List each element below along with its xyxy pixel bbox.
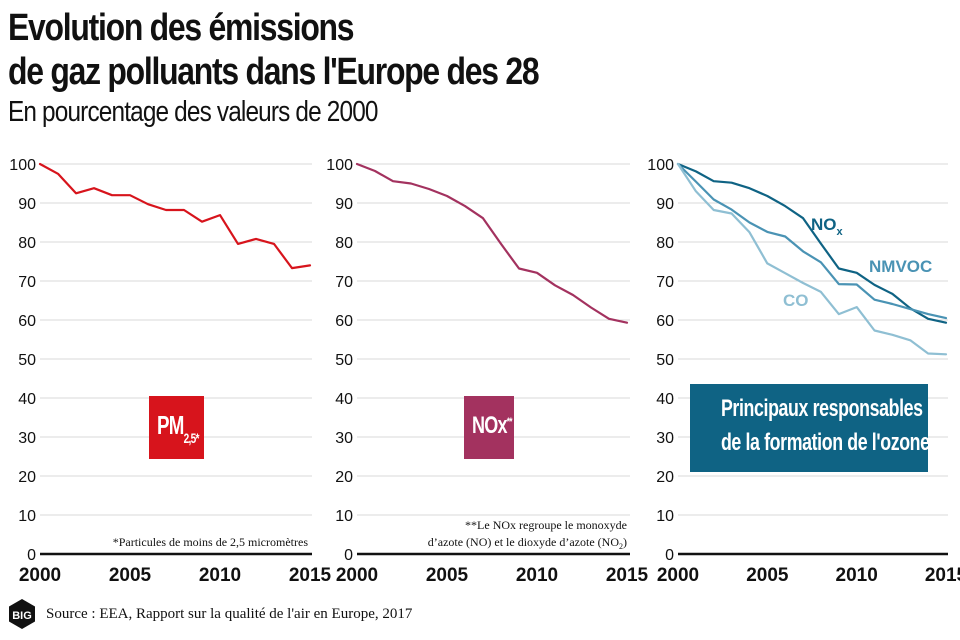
y-tick-label: 100 — [326, 157, 353, 174]
panel-ozone-precursors: 0 10 20 30 40 50 60 70 80 90 100 2000 2005 2010 2015 — [647, 157, 960, 586]
nox-footnote-line-2: d’azote (NO) et le dioxyde d’azote (NO2) — [428, 535, 627, 551]
series-label-nmvoc: NMVOC — [869, 257, 932, 276]
y-tick-label: 40 — [18, 391, 36, 408]
pm25-label: PM — [157, 410, 184, 440]
x-tick-label: 2015 — [925, 565, 960, 586]
y-tick-label: 50 — [335, 352, 353, 369]
y-tick-label: 30 — [656, 430, 674, 447]
pm25-label-box: PM2,5* — [149, 396, 204, 459]
nox-label-box: NOx** — [464, 396, 514, 459]
x-tick-label: 2010 — [836, 565, 878, 586]
y-tick-label: 80 — [335, 235, 353, 252]
y-tick-label: 70 — [656, 274, 674, 291]
y-tick-label: 60 — [335, 313, 353, 330]
y-tick-label: 80 — [18, 235, 36, 252]
y-tick-label: 90 — [18, 196, 36, 213]
x-tick-label: 2005 — [746, 565, 789, 586]
nox-label: NOx — [472, 412, 508, 439]
ozone-label-line-1: Principaux responsables — [720, 395, 923, 422]
ozone-label-box: Principaux responsables de la formation … — [690, 384, 930, 472]
y-tick-label: 90 — [656, 196, 674, 213]
y-tick-label: 20 — [18, 469, 36, 486]
series-line-1-0 — [355, 162, 629, 324]
y-tick-label: 80 — [656, 235, 674, 252]
y-tick-label: 100 — [9, 157, 36, 174]
y-tick-label: 40 — [335, 391, 353, 408]
x-tick-label: 2000 — [19, 565, 61, 586]
series-line-2-0 — [676, 162, 948, 324]
series-label-nox-main: NO — [811, 215, 837, 234]
y-tick-label: 10 — [656, 508, 674, 525]
x-tick-label: 2000 — [336, 565, 378, 586]
y-tick-label: 60 — [656, 313, 674, 330]
big-logo-text: BIG — [12, 610, 32, 622]
y-tick-label: 70 — [18, 274, 36, 291]
nox-footnote-text: d’azote (NO) et le dioxyde d’azote (NO — [428, 535, 620, 549]
pm25-label-sub: 2,5* — [183, 430, 200, 446]
y-tick-label: 100 — [647, 157, 674, 174]
title-line-2: de gaz polluants dans l'Europe des 28 — [8, 51, 540, 93]
y-tick-label: 30 — [18, 430, 36, 447]
x-tick-label: 2010 — [199, 565, 241, 586]
y-tick-label: 10 — [335, 508, 353, 525]
nox-label-sub: ** — [506, 416, 513, 428]
x-tick-label: 2015 — [289, 565, 332, 586]
y-tick-label: 50 — [656, 352, 674, 369]
x-tick-label: 2000 — [657, 565, 699, 586]
panel-pm25: 0 10 20 30 40 50 60 70 80 90 100 2000 2005 2010 2015 — [9, 157, 331, 586]
y-tick-label: 70 — [335, 274, 353, 291]
y-tick-label: 20 — [335, 469, 353, 486]
y-tick-label: 60 — [18, 313, 36, 330]
y-tick-label: 0 — [665, 547, 674, 564]
y-tick-label: 0 — [344, 547, 353, 564]
x-tick-label: 2005 — [426, 565, 469, 586]
y-tick-label: 90 — [335, 196, 353, 213]
nox-footnote-subscript: 2 — [619, 542, 623, 551]
chart-subtitle: En pourcentage des valeurs de 2000 — [8, 96, 378, 128]
y-tick-label: 0 — [27, 547, 36, 564]
y-tick-label: 40 — [656, 391, 674, 408]
y-tick-label: 50 — [18, 352, 36, 369]
footer: BIG Source : EEA, Rapport sur la qualité… — [8, 598, 412, 630]
series-line-0-0 — [38, 162, 312, 270]
pm-footnote: *Particules de moins de 2,5 micromètres — [113, 535, 309, 549]
y-tick-label: 20 — [656, 469, 674, 486]
series-line-2-1 — [676, 162, 948, 320]
x-tick-label: 2015 — [606, 565, 649, 586]
x-tick-label: 2010 — [516, 565, 558, 586]
series-label-co: CO — [783, 291, 809, 310]
series-label-nox-sub: x — [837, 226, 844, 238]
x-tick-label: 2005 — [109, 565, 152, 586]
source-text: Source : EEA, Rapport sur la qualité de … — [46, 605, 413, 622]
series-label-nox: NOx — [811, 215, 844, 238]
series-line-2-2 — [676, 162, 948, 356]
nox-footnote-end: ) — [623, 535, 627, 549]
chart-title: Evolution des émissions de gaz polluants… — [8, 6, 540, 94]
nox-footnote-line-1: **Le NOx regroupe le monoxyde — [465, 518, 627, 532]
title-line-1: Evolution des émissions — [8, 7, 355, 49]
y-tick-label: 30 — [335, 430, 353, 447]
big-logo-icon: BIG — [9, 599, 35, 629]
ozone-label-line-2: de la formation de l'ozone — [720, 429, 930, 456]
y-tick-label: 10 — [18, 508, 36, 525]
